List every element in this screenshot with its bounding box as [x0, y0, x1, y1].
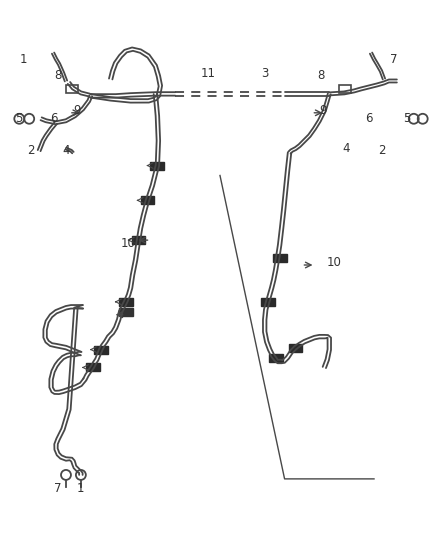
Bar — [94, 345, 108, 353]
Text: 8: 8 — [318, 69, 325, 83]
Text: 9: 9 — [73, 104, 81, 117]
Text: 5: 5 — [16, 112, 23, 125]
Text: 10: 10 — [327, 255, 342, 269]
Bar — [66, 85, 78, 93]
Text: 10: 10 — [121, 237, 136, 249]
Bar — [131, 236, 145, 244]
Bar — [289, 344, 303, 352]
Text: 7: 7 — [54, 482, 62, 495]
Text: 2: 2 — [28, 144, 35, 157]
Text: 9: 9 — [320, 104, 327, 117]
Text: 1: 1 — [77, 482, 85, 495]
Bar — [119, 298, 133, 306]
Text: 1: 1 — [20, 53, 27, 66]
Bar — [339, 85, 351, 93]
Text: 6: 6 — [365, 112, 373, 125]
Text: 6: 6 — [50, 112, 58, 125]
Text: 7: 7 — [390, 53, 398, 66]
Text: 3: 3 — [261, 67, 268, 79]
Text: 4: 4 — [62, 144, 70, 157]
Bar — [119, 308, 133, 316]
Bar — [141, 196, 155, 204]
Text: 8: 8 — [54, 69, 62, 83]
Text: 5: 5 — [403, 112, 410, 125]
Bar — [261, 298, 275, 306]
Bar — [268, 353, 283, 361]
Text: 4: 4 — [343, 142, 350, 155]
Text: 2: 2 — [378, 144, 386, 157]
Bar — [86, 364, 100, 372]
Bar — [150, 161, 164, 169]
Bar — [273, 254, 286, 262]
Text: 11: 11 — [201, 67, 215, 79]
